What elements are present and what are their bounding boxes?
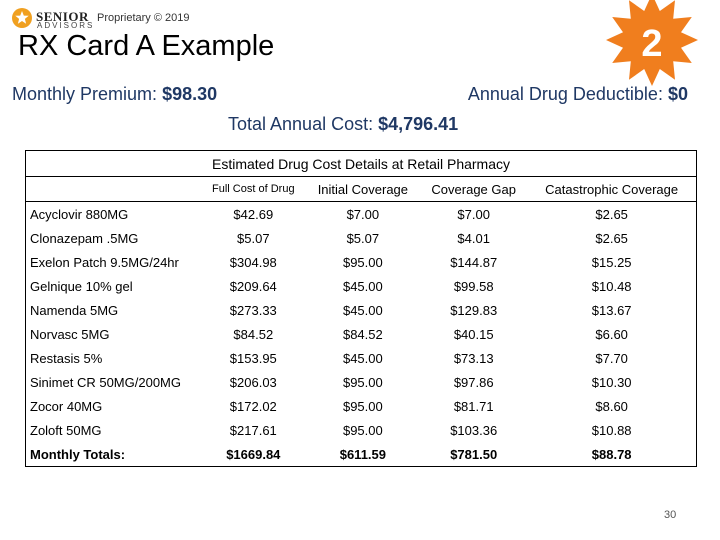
header-blank xyxy=(25,176,201,202)
cost-cell: $10.48 xyxy=(591,278,632,294)
cost-cell: $304.98 xyxy=(229,254,277,270)
cost-table: Estimated Drug Cost Details at Retail Ph… xyxy=(25,150,697,467)
drug-name: Namenda 5MG xyxy=(30,302,119,318)
cost-cell: $15.25 xyxy=(591,254,632,270)
cost-cell: $10.88 xyxy=(591,422,632,438)
cost-cell: $95.00 xyxy=(342,422,383,438)
total: Total Annual Cost: $4,796.41 xyxy=(228,114,458,135)
cost-cell: $273.33 xyxy=(229,302,277,318)
cost-cell: $2.65 xyxy=(595,206,628,222)
cost-cell: $103.36 xyxy=(450,422,498,438)
cost-cell: $217.61 xyxy=(229,422,277,438)
decor: 2 xyxy=(12,0,698,86)
column-header: Catastrophic Coverage xyxy=(527,176,697,202)
total-cell: $1669.84 xyxy=(226,446,281,462)
cost-cell: $7.70 xyxy=(595,350,628,366)
logo-sub: ADVISORS xyxy=(37,21,95,30)
drug-row: Clonazepam .5MG $5.07 $5.07 $4.01 $2.65 xyxy=(26,226,697,250)
cost-cell: $45.00 xyxy=(342,302,383,318)
cost-cell: $97.86 xyxy=(453,374,494,390)
cost-cell: $42.69 xyxy=(233,206,274,222)
drug-row: Norvasc 5MG $84.52 $84.52 $40.15 $6.60 xyxy=(26,322,697,346)
title: RX Card A Example xyxy=(18,30,275,62)
cost-cell: $13.67 xyxy=(591,302,632,318)
total-value: $4,796.41 xyxy=(378,114,459,134)
total-label: Total Annual Cost: xyxy=(228,114,374,134)
cost-cell: $4.01 xyxy=(457,230,490,246)
totals-label: Monthly Totals: xyxy=(30,446,126,462)
drug-row: Zoloft 50MG $217.61 $95.00 $103.36 $10.88 xyxy=(26,418,697,442)
proprietary: Proprietary © 2019 xyxy=(97,12,190,24)
drug-name: Clonazepam .5MG xyxy=(30,230,139,246)
cost-cell: $95.00 xyxy=(342,374,383,390)
drug-row: Acyclovir 880MG $42.69 $7.00 $7.00 $2.65 xyxy=(26,202,697,227)
logo-star xyxy=(15,11,29,24)
drug-row: Exelon Patch 9.5MG/24hr $304.98 $95.00 $144… xyxy=(26,250,697,274)
column-header-row: Full Cost of Drug Initial Coverage Coverag… xyxy=(25,176,697,202)
premium-label: Monthly Premium: xyxy=(12,84,158,104)
cost-cell: $7.00 xyxy=(457,206,490,222)
cost-cell: $45.00 xyxy=(342,278,383,294)
drug-name: Acyclovir 880MG xyxy=(30,206,129,222)
cost-cell: $129.83 xyxy=(450,302,498,318)
cost-cell: $172.02 xyxy=(229,398,277,414)
total-cell: $781.50 xyxy=(450,446,498,462)
cost-cell: $7.00 xyxy=(346,206,380,222)
total-cell: $88.78 xyxy=(591,446,632,462)
cost-cell: $8.60 xyxy=(595,398,628,414)
cost-cell: $6.60 xyxy=(595,326,628,342)
cost-cell: $153.95 xyxy=(229,350,277,366)
drug-name: Norvasc 5MG xyxy=(30,326,110,342)
table-title: Estimated Drug Cost Details at Retail Ph… xyxy=(25,150,697,177)
premium-value: $98.30 xyxy=(162,84,218,104)
cost-cell: $45.00 xyxy=(342,350,383,366)
badge-burst xyxy=(606,0,698,86)
column-header: Full Cost of Drug xyxy=(201,176,306,202)
column-header: Coverage Gap xyxy=(420,176,528,202)
cost-cell: $95.00 xyxy=(342,398,383,414)
drug-name: Restasis 5% xyxy=(30,350,103,366)
deductible-value: $0 xyxy=(667,84,688,104)
page-number: 30 xyxy=(664,509,677,521)
deductible-label: Annual Drug Deductible: xyxy=(467,84,663,104)
cost-cell: $81.71 xyxy=(453,398,494,414)
cost-cell: $144.87 xyxy=(450,254,498,270)
table-title-row: Estimated Drug Cost Details at Retail Ph… xyxy=(25,150,697,177)
cost-cell: $10.30 xyxy=(591,374,632,390)
cost-cell: $2.65 xyxy=(595,230,628,246)
logo-name: SENIOR xyxy=(36,9,89,24)
drug-name: Gelnique 10% gel xyxy=(30,278,133,294)
cost-cell: $40.15 xyxy=(453,326,494,342)
total-cell: $611.59 xyxy=(339,446,386,462)
cost-cell: $5.07 xyxy=(346,230,380,246)
cost-cell: $84.52 xyxy=(233,326,274,342)
cost-cell: $209.64 xyxy=(229,278,277,294)
drug-name: Sinimet CR 50MG/200MG xyxy=(30,374,181,390)
cost-cell: $95.00 xyxy=(342,254,383,270)
drug-row: Namenda 5MG $273.33 $45.00 $129.83 $13.67 xyxy=(26,298,697,322)
drug-row: Restasis 5% $153.95 $45.00 $73.13 $7.70 xyxy=(26,346,697,370)
column-header: Initial Coverage xyxy=(305,176,421,202)
drug-row: Gelnique 10% gel $209.64 $45.00 $99.58 $10.4… xyxy=(26,274,697,298)
cost-cell: $73.13 xyxy=(453,350,494,366)
premium: Monthly Premium: $98.30 xyxy=(12,84,217,105)
totals-row: Monthly Totals: $1669.84 $611.59 $781.50 $88… xyxy=(26,442,697,467)
badge-number: 2 xyxy=(641,23,662,65)
cost-cell: $99.58 xyxy=(453,278,494,294)
deductible: Annual Drug Deductible: $0 xyxy=(468,84,688,105)
drug-row: Zocor 40MG $172.02 $95.00 $81.71 $8.60 xyxy=(26,394,697,418)
cost-cell: $84.52 xyxy=(342,326,383,342)
drug-name: Zocor 40MG xyxy=(30,398,103,414)
drug-row: Sinimet CR 50MG/200MG $206.03 $95.00 $97.86… xyxy=(26,370,697,394)
cost-cell: $5.07 xyxy=(237,230,270,246)
drug-name: Zoloft 50MG xyxy=(30,422,102,438)
drug-name: Exelon Patch 9.5MG/24hr xyxy=(30,254,179,270)
cost-cell: $206.03 xyxy=(229,374,277,390)
